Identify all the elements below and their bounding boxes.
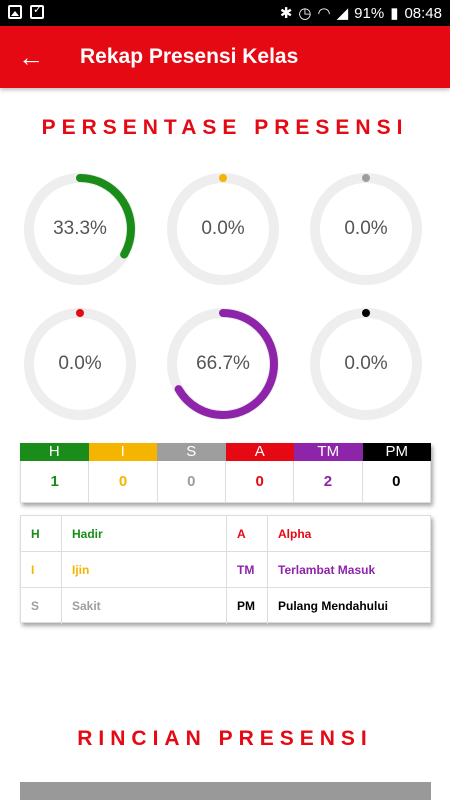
summary-value-i: 0 [89, 461, 158, 503]
ring-percentage-label: 66.7% [196, 353, 250, 374]
battery-percent: 91% [354, 4, 385, 22]
ring-arc [168, 309, 278, 419]
gallery-notification-icon [8, 5, 22, 19]
legend-code: H [21, 516, 62, 551]
legend-name: Ijin [62, 552, 227, 587]
summary-header-tm: TM [294, 443, 363, 461]
task-notification-icon [30, 3, 44, 19]
ring-percentage-label: 0.0% [201, 218, 245, 239]
percentage-ring: 0.0% [309, 307, 423, 421]
percentage-ring: 0.0% [166, 172, 280, 286]
ring-dot [76, 309, 84, 317]
summary-value-pm: 0 [362, 461, 431, 503]
battery-icon: ▮ [390, 5, 399, 22]
legend-table: H Hadir A Alpha I Ijin TM Terlambat Masuk S Sakit… [20, 515, 431, 624]
summary-header-s: S [157, 443, 226, 461]
back-arrow-icon[interactable]: ← [18, 42, 44, 72]
ring-arc [25, 174, 135, 284]
legend-row: S Sakit PM Pulang Mendahului [21, 588, 430, 624]
legend-name: Hadir [62, 516, 227, 551]
ring-percentage-label: 0.0% [58, 353, 102, 374]
summary-value-tm: 2 [294, 461, 363, 503]
ring-percentage-label: 0.0% [344, 218, 388, 239]
wifi-icon: ◠ [317, 5, 331, 22]
summary-value-s: 0 [157, 461, 226, 503]
page-title: Rekap Presensi Kelas [80, 45, 299, 68]
legend-name: Sakit [62, 588, 227, 624]
ring-dot [362, 174, 370, 182]
detail-table-header [20, 782, 431, 800]
percentage-ring: 33.3% [23, 172, 137, 286]
ring-percentage-label: 33.3% [53, 218, 107, 239]
section-title-persentase: PERSENTASE PRESENSI [41, 116, 409, 139]
percentage-ring: 66.7% [166, 307, 280, 421]
legend-code: I [21, 552, 62, 587]
legend-row: I Ijin TM Terlambat Masuk [21, 552, 430, 588]
legend-name: Pulang Mendahului [278, 599, 388, 613]
legend-code: PM [227, 588, 268, 624]
percentage-ring: 0.0% [23, 307, 137, 421]
alarm-icon: ◷ [298, 5, 312, 22]
legend-row: H Hadir A Alpha [21, 516, 430, 552]
status-bar: ✱ ◷ ◠ ◢ 91% ▮ 08:48 [0, 0, 450, 26]
legend-code: S [21, 588, 62, 624]
legend-code: TM [227, 552, 268, 587]
percentage-ring: 0.0% [309, 172, 423, 286]
section-title-rincian: RINCIAN PRESENSI [77, 727, 373, 750]
legend-name: Alpha [278, 527, 312, 541]
summary-header-h: H [20, 443, 89, 461]
summary-header-a: A [225, 443, 294, 461]
signal-icon: ◢ [336, 5, 349, 22]
app-bar: ← Rekap Presensi Kelas [0, 26, 450, 88]
ring-dot [362, 309, 370, 317]
clock: 08:48 [404, 4, 442, 22]
summary-header-pm: PM [362, 443, 431, 461]
summary-header-i: I [88, 443, 157, 461]
summary-value-a: 0 [225, 461, 295, 503]
legend-name: Terlambat Masuk [278, 563, 376, 577]
ring-percentage-label: 0.0% [344, 353, 388, 374]
legend-code: A [227, 516, 268, 551]
ring-dot [219, 174, 227, 182]
bluetooth-icon: ✱ [279, 5, 293, 22]
summary-value-h: 1 [21, 461, 90, 503]
